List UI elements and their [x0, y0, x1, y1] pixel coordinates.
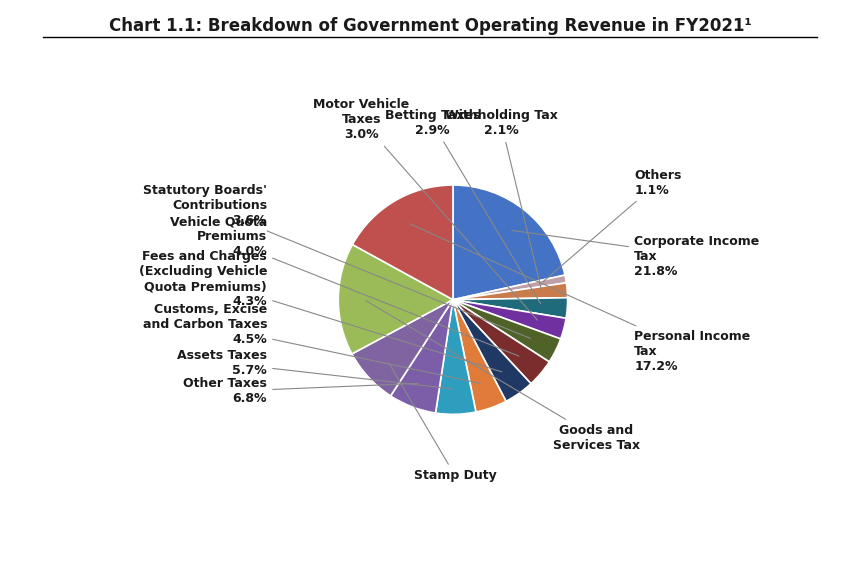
Wedge shape — [453, 185, 565, 300]
Text: Statutory Boards'
Contributions
3.6%: Statutory Boards' Contributions 3.6% — [143, 184, 531, 339]
Text: Vehicle Quota
Premiums
4.0%: Vehicle Quota Premiums 4.0% — [170, 215, 519, 356]
Wedge shape — [390, 300, 453, 413]
Text: Other Taxes
6.8%: Other Taxes 6.8% — [183, 378, 418, 406]
Wedge shape — [338, 245, 453, 354]
Text: Stamp Duty: Stamp Duty — [389, 363, 496, 482]
Text: Personal Income
Tax
17.2%: Personal Income Tax 17.2% — [410, 224, 751, 373]
Wedge shape — [453, 275, 567, 300]
Text: Chart 1.1: Breakdown of Government Operating Revenue in FY2021¹: Chart 1.1: Breakdown of Government Opera… — [108, 17, 752, 35]
Wedge shape — [453, 300, 566, 339]
Wedge shape — [453, 300, 550, 384]
Wedge shape — [453, 298, 568, 319]
Wedge shape — [453, 300, 561, 362]
Wedge shape — [453, 300, 531, 401]
Wedge shape — [352, 300, 453, 396]
Text: Corporate Income
Tax
21.8%: Corporate Income Tax 21.8% — [512, 230, 759, 277]
Text: Withholding Tax
2.1%: Withholding Tax 2.1% — [445, 109, 557, 289]
Text: Assets Taxes
5.7%: Assets Taxes 5.7% — [177, 349, 452, 388]
Text: Others
1.1%: Others 1.1% — [543, 168, 681, 282]
Wedge shape — [453, 300, 506, 412]
Text: Motor Vehicle
Taxes
3.0%: Motor Vehicle Taxes 3.0% — [313, 99, 538, 320]
Text: Customs, Excise
and Carbon Taxes
4.5%: Customs, Excise and Carbon Taxes 4.5% — [143, 304, 480, 383]
Text: Fees and Charges
(Excluding Vehicle
Quota Premiums)
4.3%: Fees and Charges (Excluding Vehicle Quot… — [138, 250, 502, 372]
Wedge shape — [353, 185, 453, 300]
Text: Betting Taxes
2.9%: Betting Taxes 2.9% — [384, 109, 541, 304]
Wedge shape — [453, 283, 568, 300]
Text: Goods and
Services Tax: Goods and Services Tax — [366, 301, 640, 452]
Wedge shape — [435, 300, 476, 414]
